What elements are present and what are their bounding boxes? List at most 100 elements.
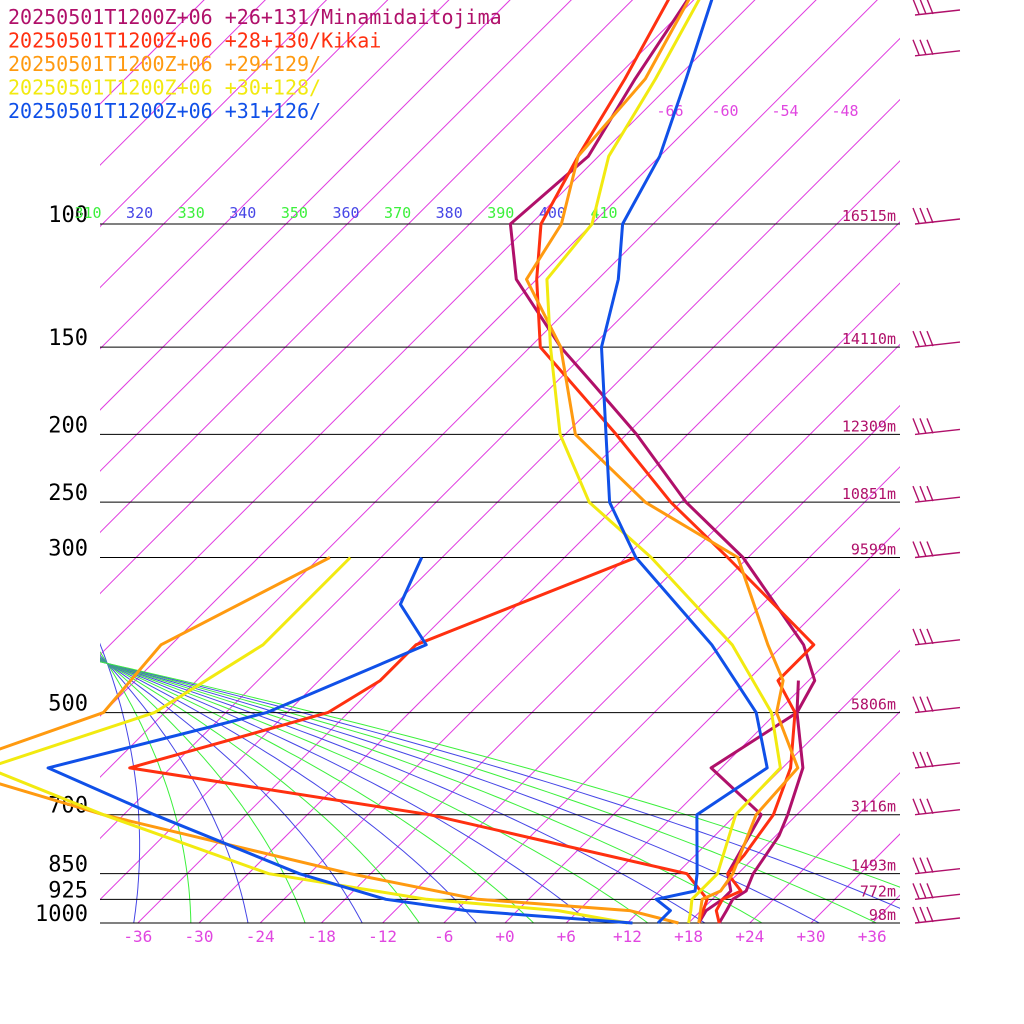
x-tick-label: +30	[797, 927, 826, 946]
adiabat-line	[100, 657, 363, 923]
height-label: 12309m	[842, 417, 896, 435]
series-line	[525, 0, 800, 924]
theta-label: 380	[436, 204, 463, 222]
wind-barb	[912, 628, 961, 646]
theta-label: 330	[178, 204, 205, 222]
theta-label: 360	[332, 204, 359, 222]
isotherm-top-label: -54	[771, 102, 798, 120]
isotherm-line	[321, 343, 900, 923]
adiabat-line	[100, 661, 900, 888]
series-line	[545, 0, 782, 924]
wind-barb	[912, 485, 961, 503]
series-line	[0, 556, 628, 925]
wind-barb	[912, 857, 961, 875]
wind-barb	[912, 751, 961, 769]
theta-label: 350	[281, 204, 308, 222]
adiabat-line	[100, 661, 900, 909]
theta-label: 340	[229, 204, 256, 222]
wind-barbs	[912, 0, 961, 924]
isotherm-line	[100, 0, 511, 411]
adiabat-line	[100, 660, 649, 923]
theta-label: 320	[126, 204, 153, 222]
wind-barb	[912, 906, 961, 924]
isotherm-top-label: -48	[831, 102, 858, 120]
height-label: 3116m	[851, 798, 896, 816]
pressure-label: 100	[48, 203, 88, 228]
height-label: 10851m	[842, 485, 896, 503]
theta-label: 370	[384, 204, 411, 222]
legend-entry: 20250501T1200Z+06 +29+129/	[8, 52, 321, 76]
isotherm-line	[100, 0, 328, 228]
height-label: 9599m	[851, 541, 896, 559]
isotherm-line	[933, 0, 1024, 923]
pressure-label: 850	[48, 853, 88, 878]
wind-barb	[912, 418, 961, 436]
wind-barb	[912, 0, 961, 16]
x-tick-label: +18	[674, 927, 703, 946]
height-label: 772m	[860, 882, 896, 900]
pressure-label: 300	[48, 537, 88, 562]
isotherm-top-label: -60	[711, 102, 738, 120]
x-tick-label: -18	[307, 927, 336, 946]
isotherm-line	[443, 466, 900, 923]
theta-label: 310	[74, 204, 101, 222]
adiabat-line	[100, 660, 820, 923]
wind-barb	[912, 39, 961, 57]
x-tick-label: +6	[557, 927, 576, 946]
isotherm-line	[749, 772, 900, 923]
height-label: 5806m	[851, 696, 896, 714]
wind-barb	[912, 798, 961, 816]
isotherm-line	[100, 37, 900, 840]
isotherm-line	[100, 0, 450, 350]
isotherm-line	[565, 588, 900, 923]
chart-grid	[100, 0, 1024, 923]
height-label: 14110m	[842, 330, 896, 348]
adiabat-line	[100, 660, 592, 923]
isotherm-line	[100, 0, 878, 778]
x-tick-label: +12	[613, 927, 642, 946]
pressure-label: 925	[48, 878, 88, 903]
isotherm-line	[627, 649, 900, 923]
isotherm-line	[198, 221, 900, 923]
isotherm-line	[259, 282, 900, 923]
isotherm-line	[100, 0, 634, 534]
isotherm-line	[100, 0, 756, 656]
isotherm-line	[995, 0, 1024, 923]
isotherm-line	[871, 894, 900, 923]
series-line	[600, 0, 769, 925]
legend-entry: 20250501T1200Z+06 +31+126/	[8, 99, 321, 123]
adiabat-line	[100, 656, 306, 923]
series-line	[508, 0, 817, 924]
x-tick-label: -24	[246, 927, 275, 946]
legend-entry: 20250501T1200Z+06 +26+131/Minamidaitojim…	[8, 5, 502, 29]
adiabat-line	[100, 654, 249, 923]
adiabat-line	[100, 661, 877, 923]
adiabat-line	[100, 642, 141, 923]
pressure-label: 200	[48, 413, 88, 438]
x-tick-label: -36	[123, 927, 152, 946]
x-tick-label: +24	[735, 927, 764, 946]
isotherm-line	[100, 0, 695, 595]
chart-labels: 100150200250300500700850925100016515m141…	[35, 102, 900, 946]
isotherm-line	[688, 710, 900, 923]
x-tick-label: -30	[185, 927, 214, 946]
pressure-label: 150	[48, 326, 88, 351]
pressure-label: 500	[48, 692, 88, 717]
x-tick-label: -12	[368, 927, 397, 946]
adiabat-line	[100, 651, 192, 923]
isotherm-line	[100, 0, 205, 105]
isotherm-line	[100, 0, 266, 166]
isotherm-line	[100, 0, 817, 717]
height-label: 16515m	[842, 207, 896, 225]
x-tick-label: +36	[858, 927, 887, 946]
pressure-label: 250	[48, 481, 88, 506]
isotherm-line	[382, 404, 900, 923]
x-tick-label: -6	[434, 927, 453, 946]
pressure-label: 1000	[35, 902, 88, 927]
isotherm-top-label: -66	[656, 102, 683, 120]
x-tick-label: +0	[495, 927, 514, 946]
isotherm-line	[504, 527, 900, 923]
legend-entry: 20250501T1200Z+06 +28+130/Kikai	[8, 29, 381, 53]
wind-barb	[912, 207, 961, 225]
